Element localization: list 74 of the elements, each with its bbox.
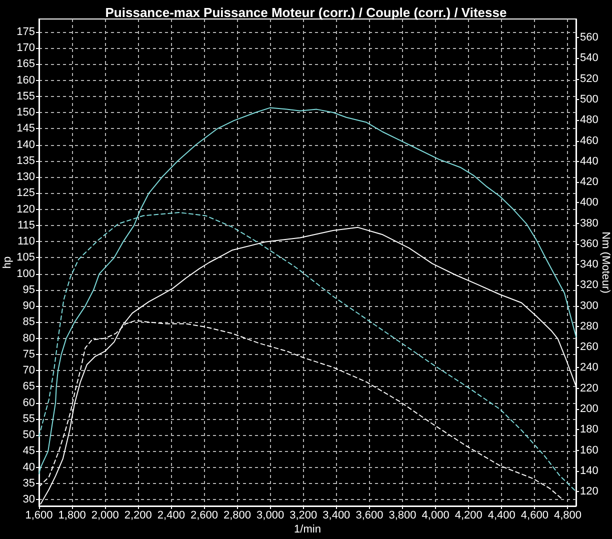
y-tick-label: 125 [16, 187, 35, 200]
y2-tick-label: 280 [580, 320, 598, 332]
y2-tick-label: 180 [580, 424, 598, 436]
y-tick-label: 135 [16, 154, 35, 167]
y2-tick-label: 460 [580, 134, 598, 147]
y-tick-label: 150 [16, 106, 35, 119]
y-tick-label: 130 [16, 171, 35, 184]
y-tick-label: 155 [16, 90, 35, 102]
y2-tick-label: 200 [580, 403, 598, 416]
y2-tick-label: 400 [580, 196, 598, 209]
x-tick-label: 2,200 [124, 510, 152, 522]
y-tick-label: 70 [22, 364, 35, 377]
x-tick-label: 4,400 [488, 510, 516, 522]
y2-tick-label: 360 [580, 238, 598, 250]
y-tick-label: 50 [22, 429, 35, 442]
x-tick-label: 3,200 [290, 510, 318, 522]
y-tick-label: 45 [22, 445, 35, 458]
x-tick-label: 2,400 [157, 510, 185, 522]
y-tick-label: 145 [16, 122, 35, 135]
y2-tick-label: 340 [580, 258, 598, 271]
y2-tick-label: 260 [580, 341, 598, 354]
y2-tick-label: 380 [580, 217, 598, 230]
y-tick-label: 170 [16, 42, 35, 54]
x-tick-label: 3,400 [322, 510, 350, 522]
y2-tick-label: 120 [580, 486, 598, 498]
y-tick-label: 140 [16, 138, 35, 151]
y-tick-label: 75 [22, 348, 35, 360]
y-tick-label: 65 [22, 380, 35, 393]
x-tick-label: 1,600 [25, 510, 53, 522]
x-tick-label: 2,000 [91, 510, 119, 522]
y-tick-label: 105 [16, 252, 35, 264]
y2-axis-title: Nm (Moteur) [600, 232, 612, 294]
y-tick-label: 85 [22, 316, 35, 328]
y-tick-label: 120 [16, 203, 35, 216]
y2-tick-label: 300 [580, 300, 598, 312]
y-tick-label: 30 [22, 494, 35, 506]
y-tick-label: 55 [22, 412, 35, 425]
y2-tick-label: 480 [580, 114, 598, 126]
y-tick-label: 35 [22, 477, 35, 490]
y-tick-label: 165 [16, 58, 35, 70]
y-axis-title: hp [2, 256, 14, 269]
x-tick-label: 1,800 [58, 510, 86, 522]
y2-tick-label: 160 [580, 444, 598, 456]
y2-tick-label: 500 [580, 93, 598, 106]
x-tick-label: 3,800 [388, 510, 416, 522]
y2-tick-label: 560 [580, 32, 598, 44]
x-tick-label: 4,000 [422, 510, 450, 522]
y-tick-label: 40 [22, 461, 35, 474]
y-tick-label: 95 [22, 284, 35, 296]
x-tick-label: 2,600 [190, 510, 218, 522]
x-tick-label: 4,800 [554, 510, 582, 522]
x-tick-label: 4,200 [454, 510, 482, 522]
y2-tick-label: 540 [580, 52, 598, 64]
x-tick-label: 4,600 [520, 510, 548, 522]
y-tick-label: 80 [22, 332, 35, 344]
y2-tick-label: 520 [580, 72, 598, 85]
x-axis-title: 1/min [294, 524, 321, 536]
y2-tick-label: 140 [580, 464, 598, 477]
y-tick-label: 115 [17, 219, 35, 232]
y2-tick-label: 420 [580, 176, 598, 188]
y2-tick-label: 440 [580, 155, 598, 168]
y-tick-label: 160 [16, 74, 35, 86]
chart-title: Puissance-max Puissance Moteur (corr.) / Couple (corr.) / Vitesse [105, 5, 507, 20]
y-tick-label: 100 [16, 268, 35, 280]
x-tick-label: 2,800 [224, 510, 252, 522]
y2-tick-label: 320 [580, 279, 598, 292]
y-tick-label: 175 [16, 26, 35, 38]
y2-tick-label: 220 [580, 382, 598, 394]
y-tick-label: 60 [22, 396, 35, 409]
x-tick-label: 3,600 [356, 510, 384, 522]
y2-tick-label: 240 [580, 362, 598, 374]
y-tick-label: 110 [17, 236, 35, 248]
x-tick-label: 3,000 [256, 510, 284, 522]
y-tick-label: 90 [22, 300, 35, 312]
